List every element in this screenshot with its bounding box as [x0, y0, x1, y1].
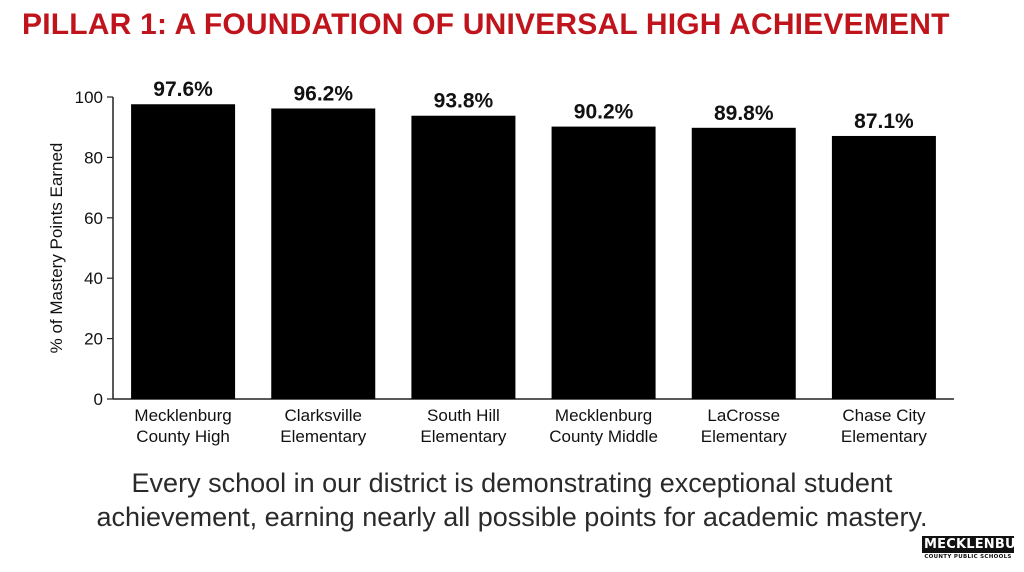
logo-sub-text: COUNTY PUBLIC SCHOOLS — [924, 554, 1012, 560]
caption: Every school in our district is demonstr… — [40, 466, 984, 534]
bar-chart: % of Mastery Points Earned 020406080100 … — [47, 78, 954, 446]
y-tick-label: 0 — [94, 390, 103, 409]
x-tick-label: Mecklenburg — [555, 406, 652, 425]
bar — [131, 104, 236, 400]
bar — [551, 126, 656, 399]
x-tick-label: Elementary — [841, 427, 927, 446]
axes: 0 20 40 60 80 100 — [75, 88, 954, 409]
bars — [131, 104, 936, 400]
y-tick-label: 40 — [84, 269, 103, 288]
y-tick-label: 100 — [75, 88, 103, 107]
x-tick-label: Mecklenburg — [134, 406, 231, 425]
caption-line-2: achievement, earning nearly all possible… — [96, 502, 928, 532]
x-tick-label: County High — [136, 427, 230, 446]
x-tick-label: South Hill — [427, 406, 500, 425]
x-tick-label: Elementary — [701, 427, 787, 446]
y-axis-label-group: % of Mastery Points Earned — [47, 143, 66, 354]
data-label: 90.2% — [574, 101, 634, 124]
logo-main-text: MECKLENBURG — [922, 536, 1024, 553]
data-label: 97.6% — [153, 78, 213, 101]
data-label: 93.8% — [434, 90, 494, 113]
bar — [411, 115, 516, 399]
district-logo: MECKLENBURG COUNTY PUBLIC SCHOOLS — [922, 536, 1024, 561]
data-label: 96.2% — [293, 82, 353, 105]
x-tick-label: Clarksville — [285, 406, 362, 425]
slide-title: PILLAR 1: A FOUNDATION OF UNIVERSAL HIGH… — [22, 8, 950, 41]
x-tick-label: County Middle — [549, 427, 658, 446]
x-tick-label: Elementary — [280, 427, 366, 446]
x-tick-label: Chase City — [842, 406, 926, 425]
data-label: 87.1% — [854, 110, 914, 133]
x-tick-label: Elementary — [420, 427, 506, 446]
bar — [271, 108, 376, 399]
bar — [691, 127, 796, 399]
y-tick-label: 20 — [84, 330, 103, 349]
data-label: 89.8% — [714, 102, 774, 125]
x-tick-label: LaCrosse — [707, 406, 780, 425]
x-tick-labels: Mecklenburg County High Clarksville Element… — [134, 406, 927, 446]
data-labels: 97.6% 96.2% 93.8% 90.2% 89.8% 87.1% — [153, 78, 914, 133]
caption-line-1: Every school in our district is demonstr… — [131, 468, 893, 498]
y-tick-label: 60 — [84, 209, 103, 228]
y-tick-label: 80 — [84, 148, 103, 167]
bar — [831, 135, 936, 399]
y-axis-label: % of Mastery Points Earned — [47, 143, 66, 354]
